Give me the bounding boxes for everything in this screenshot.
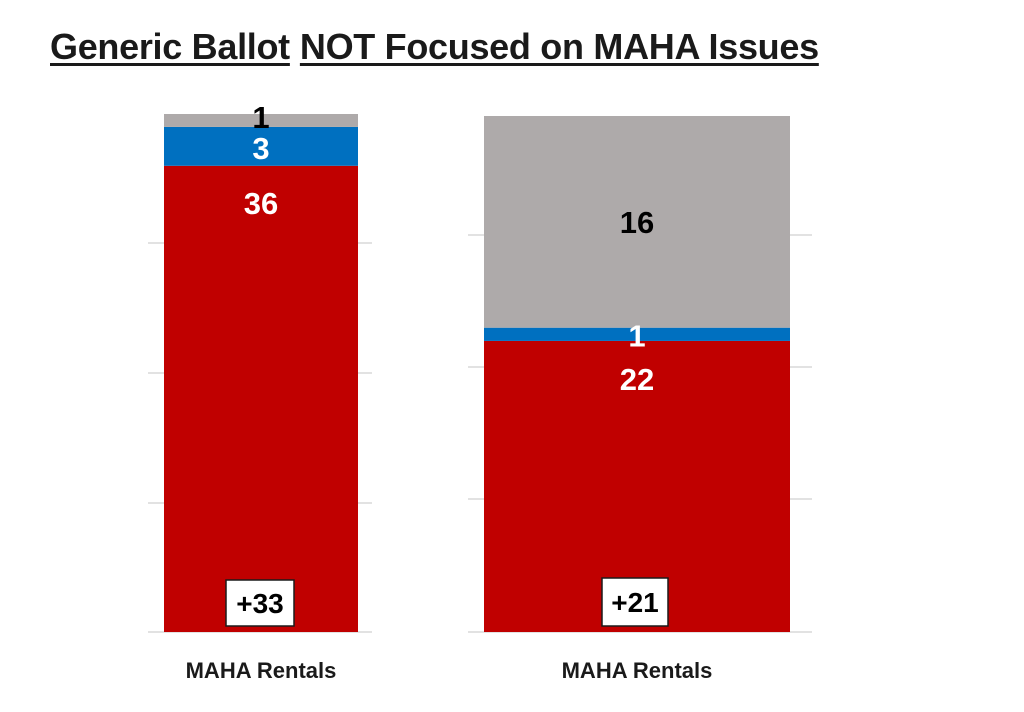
bar-2-segment-gray bbox=[484, 116, 790, 328]
category-label-1: MAHA Rentals bbox=[186, 658, 337, 683]
net-label-box-1 bbox=[225, 579, 295, 627]
bar-1-segment-gray bbox=[164, 114, 358, 127]
bar-2-label-gray: 16 bbox=[620, 205, 654, 240]
net-label-1: +33 bbox=[236, 588, 284, 619]
net-label-box-2 bbox=[601, 577, 669, 627]
bar-1-label-blue: 3 bbox=[252, 131, 269, 166]
bar-1-segment-blue bbox=[164, 126, 358, 166]
title-generic-ballot: Generic Ballot bbox=[50, 26, 290, 67]
bar-2-label-blue: 1 bbox=[628, 319, 645, 354]
category-label-2: MAHA Rentals bbox=[562, 658, 713, 683]
bar-1-label-red: 36 bbox=[244, 186, 278, 221]
net-label-2: +21 bbox=[611, 587, 659, 618]
bar-1-segment-red bbox=[164, 165, 358, 633]
title-not-focused: NOT Focused on MAHA Issues bbox=[299, 26, 819, 67]
bar-2-label-red: 22 bbox=[620, 362, 654, 397]
bar-1-label-gray: 1 bbox=[252, 100, 269, 135]
bar-2-segment-blue bbox=[484, 327, 790, 341]
chart-title: Generic Ballot NOT Focused on MAHA Issues bbox=[50, 26, 819, 68]
